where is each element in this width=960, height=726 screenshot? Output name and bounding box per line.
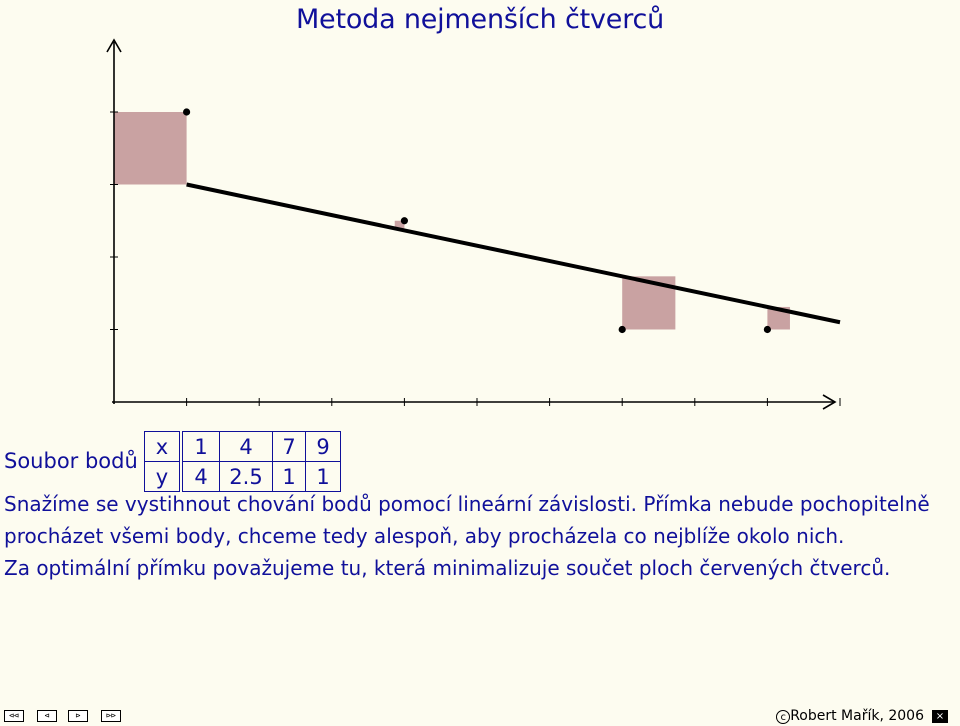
y-cell: 1 (305, 461, 341, 492)
data-table: x 1 4 7 9 y 4 2.5 1 1 (144, 431, 341, 492)
x-cell: 4 (219, 431, 273, 462)
copyright-notice: c Robert Mařík, 2006 (776, 708, 924, 724)
x-axis-arrow (822, 394, 837, 410)
data-point (763, 325, 772, 334)
y-header-cell: y (144, 461, 183, 492)
y-axis-arrow (106, 38, 122, 53)
residual-square (114, 112, 187, 185)
data-point (618, 325, 626, 334)
x-cell: 1 (180, 431, 220, 462)
residual-square (394, 220, 405, 231)
data-point (400, 217, 408, 225)
table-row-x: x 1 4 7 9 (144, 431, 341, 462)
least-squares-plot (106, 38, 841, 410)
residual-square (767, 306, 790, 330)
x-header-cell: x (144, 431, 183, 462)
x-cell: 9 (305, 431, 341, 462)
paragraph-line: procházet všemi body, chceme tedy alespo… (4, 524, 845, 548)
navigation-bar: ⊲⊲ ⊲ ⊳ ⊳⊳ c Robert Mařík, 2006 × (0, 708, 960, 726)
previous-page-button[interactable]: ⊲ (37, 710, 57, 722)
paragraph-line: Snažíme se vystihnout chování bodů pomoc… (4, 492, 930, 516)
y-cell: 4 (180, 461, 220, 492)
copyright-text: Robert Mařík, 2006 (790, 708, 924, 724)
data-point (183, 108, 191, 116)
close-button[interactable]: × (932, 710, 948, 723)
y-cell: 2.5 (219, 461, 273, 492)
regression-line (186, 182, 841, 325)
x-cell: 7 (272, 431, 306, 462)
y-cell: 1 (272, 461, 306, 492)
first-page-button[interactable]: ⊲⊲ (4, 710, 24, 722)
next-page-button[interactable]: ⊳ (68, 710, 88, 722)
explanation-text: Snažíme se vystihnout chování bodů pomoc… (4, 488, 956, 584)
table-row-y: y 4 2.5 1 1 (144, 461, 341, 492)
copyright-icon: c (776, 710, 791, 724)
page-title: Metoda nejmenších čtverců (295, 4, 665, 35)
paragraph-line: Za optimální přímku považujeme tu, která… (4, 556, 891, 580)
last-page-button[interactable]: ⊳⊳ (101, 710, 121, 722)
dataset-label: Soubor bodů (4, 449, 138, 473)
